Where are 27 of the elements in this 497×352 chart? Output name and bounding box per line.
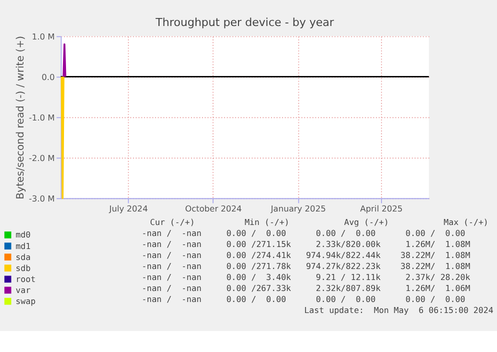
y-tick-label: 1.0 M bbox=[32, 31, 55, 42]
legend-label: md0 bbox=[16, 230, 31, 240]
text: -nan / -nan 0.00 /267.33k 2.32k/807.89k 1.26M/ 1.06M bbox=[142, 283, 470, 294]
y-axis-title: Bytes/second read (-) / write (+) bbox=[15, 36, 26, 200]
text: -nan / -nan 0.00 /274.41k 974.94k/822.44k 38.22M/ 1.08M bbox=[142, 250, 470, 260]
legend-label: var bbox=[16, 284, 31, 295]
text: -nan / -nan 0.00 / 0.00 0.00 / 0.00 0.00 / 0.00 bbox=[142, 294, 466, 304]
legend-label: sda bbox=[16, 252, 31, 262]
text: -nan / -nan 0.00 /271.78k 974.27k/822.23k 38.22M/ 1.08M bbox=[142, 261, 470, 272]
x-tick-label: January 2025 bbox=[270, 204, 326, 214]
y-tick-label: -1.0 M bbox=[28, 112, 55, 122]
x-tick-label: July 2024 bbox=[108, 204, 148, 214]
legend-label: root bbox=[16, 274, 36, 284]
y-tick-label: 0.0 bbox=[42, 72, 55, 82]
x-tick-label: October 2024 bbox=[185, 204, 242, 214]
legend-label: md1 bbox=[16, 240, 31, 251]
text: Cur (-/+) Min (-/+) Avg (-/+) Max (-/+) bbox=[150, 216, 488, 227]
text: -nan / -nan 0.00 /271.15k 2.33k/820.00k 1.26M/ 1.08M bbox=[142, 238, 470, 249]
text: Last update: Mon May 6 06:15:00 2024 bbox=[304, 305, 494, 316]
legend-label: sdb bbox=[16, 262, 31, 273]
chart-title: Throughput per device - by year bbox=[154, 16, 334, 30]
text: -nan / -nan 0.00 / 3.40k 9.21 / 12.11k 2.37k/ 28.20k bbox=[142, 272, 470, 282]
y-tick-label: -2.0 M bbox=[28, 152, 55, 163]
text: -nan / -nan 0.00 / 0.00 0.00 / 0.00 0.00 / 0.00 bbox=[142, 228, 466, 238]
legend-label: swap bbox=[16, 296, 36, 306]
x-tick-label: April 2025 bbox=[360, 204, 403, 214]
y-tick-label: -3.0 M bbox=[28, 193, 55, 204]
